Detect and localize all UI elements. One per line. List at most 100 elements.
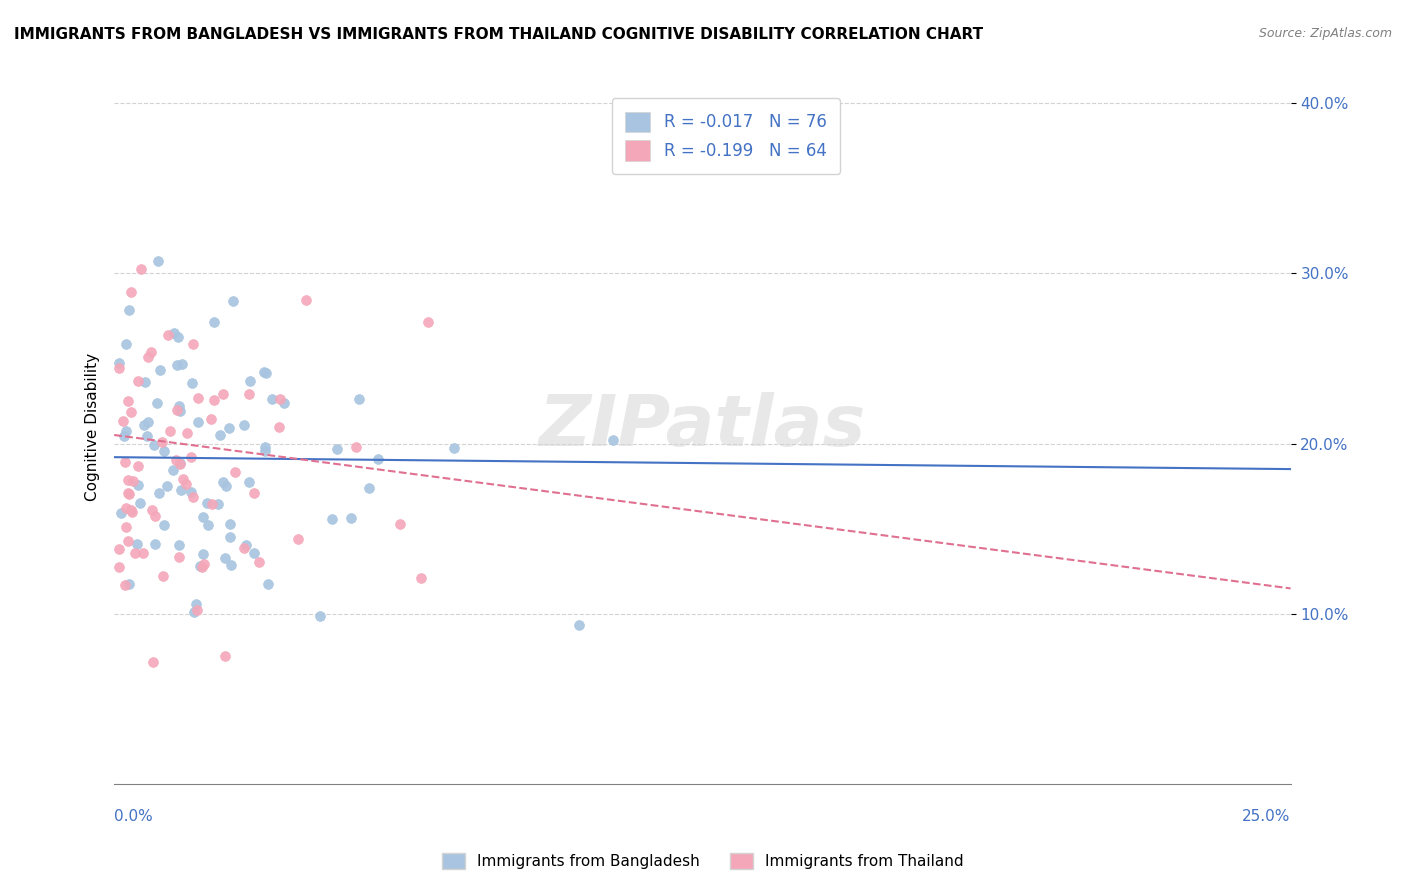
Point bbox=[165, 453, 187, 467]
Point bbox=[197, 517, 219, 532]
Point bbox=[162, 463, 184, 477]
Point bbox=[233, 417, 256, 432]
Point bbox=[186, 603, 208, 617]
Point bbox=[183, 606, 205, 620]
Point bbox=[108, 361, 131, 376]
Point bbox=[141, 502, 163, 516]
Point bbox=[148, 486, 170, 500]
Point bbox=[344, 440, 367, 454]
Point bbox=[321, 512, 343, 526]
Text: 25.0%: 25.0% bbox=[1243, 810, 1291, 824]
Point bbox=[202, 315, 225, 329]
Point bbox=[193, 558, 215, 572]
Point bbox=[108, 356, 131, 370]
Point bbox=[212, 475, 235, 489]
Point bbox=[149, 363, 172, 377]
Point bbox=[193, 510, 215, 524]
Point bbox=[152, 444, 174, 458]
Point bbox=[295, 293, 318, 307]
Point bbox=[254, 444, 277, 458]
Point bbox=[174, 476, 197, 491]
Point bbox=[112, 429, 135, 443]
Point bbox=[108, 542, 131, 557]
Point bbox=[141, 344, 163, 359]
Point bbox=[156, 479, 179, 493]
Point bbox=[134, 417, 156, 432]
Point bbox=[117, 393, 139, 408]
Point bbox=[132, 546, 155, 560]
Point bbox=[142, 438, 165, 452]
Point bbox=[117, 576, 139, 591]
Point bbox=[114, 455, 136, 469]
Point bbox=[340, 510, 363, 524]
Point bbox=[221, 293, 243, 308]
Point bbox=[207, 497, 229, 511]
Point bbox=[409, 571, 432, 585]
Point bbox=[142, 655, 165, 669]
Point bbox=[120, 285, 142, 300]
Point bbox=[172, 472, 194, 486]
Point bbox=[127, 459, 149, 474]
Point bbox=[115, 500, 138, 515]
Point bbox=[143, 537, 166, 551]
Point bbox=[193, 547, 215, 561]
Point bbox=[159, 424, 181, 438]
Point bbox=[349, 392, 371, 406]
Point bbox=[170, 483, 193, 497]
Point bbox=[287, 532, 309, 546]
Point bbox=[152, 517, 174, 532]
Point bbox=[146, 396, 169, 410]
Point bbox=[166, 330, 188, 344]
Point bbox=[120, 503, 142, 517]
Point bbox=[152, 435, 174, 450]
Point bbox=[125, 537, 148, 551]
Point bbox=[269, 392, 291, 407]
Point bbox=[568, 617, 591, 632]
Point bbox=[167, 550, 190, 565]
Point bbox=[118, 487, 141, 501]
Point bbox=[117, 533, 139, 548]
Point bbox=[443, 441, 465, 455]
Point bbox=[117, 473, 139, 487]
Legend: R = -0.017   N = 76, R = -0.199   N = 64: R = -0.017 N = 76, R = -0.199 N = 64 bbox=[612, 98, 839, 174]
Point bbox=[260, 392, 283, 406]
Point bbox=[357, 481, 380, 495]
Point bbox=[224, 465, 246, 479]
Point bbox=[156, 327, 179, 342]
Text: Source: ZipAtlas.com: Source: ZipAtlas.com bbox=[1258, 27, 1392, 40]
Point bbox=[172, 358, 194, 372]
Point bbox=[134, 375, 156, 389]
Y-axis label: Cognitive Disability: Cognitive Disability bbox=[86, 352, 100, 500]
Point bbox=[273, 395, 295, 409]
Point bbox=[180, 376, 202, 390]
Point bbox=[152, 568, 174, 582]
Point bbox=[201, 497, 224, 511]
Point bbox=[202, 393, 225, 408]
Point bbox=[326, 442, 349, 456]
Point bbox=[238, 387, 260, 401]
Point bbox=[169, 457, 191, 471]
Point bbox=[169, 404, 191, 418]
Point bbox=[187, 391, 209, 405]
Point bbox=[181, 490, 204, 504]
Point bbox=[181, 336, 204, 351]
Point bbox=[127, 375, 149, 389]
Point bbox=[180, 450, 202, 464]
Point bbox=[247, 555, 270, 569]
Text: 0.0%: 0.0% bbox=[114, 810, 153, 824]
Point bbox=[129, 261, 152, 276]
Point bbox=[238, 475, 260, 489]
Point bbox=[218, 530, 240, 544]
Point bbox=[138, 350, 160, 364]
Point bbox=[124, 546, 146, 560]
Point bbox=[200, 412, 222, 426]
Point bbox=[121, 505, 143, 519]
Point bbox=[136, 429, 159, 443]
Point bbox=[136, 415, 159, 429]
Point bbox=[221, 558, 243, 573]
Point bbox=[118, 303, 141, 318]
Point bbox=[243, 546, 266, 560]
Point bbox=[167, 538, 190, 552]
Point bbox=[215, 479, 238, 493]
Point bbox=[191, 559, 214, 574]
